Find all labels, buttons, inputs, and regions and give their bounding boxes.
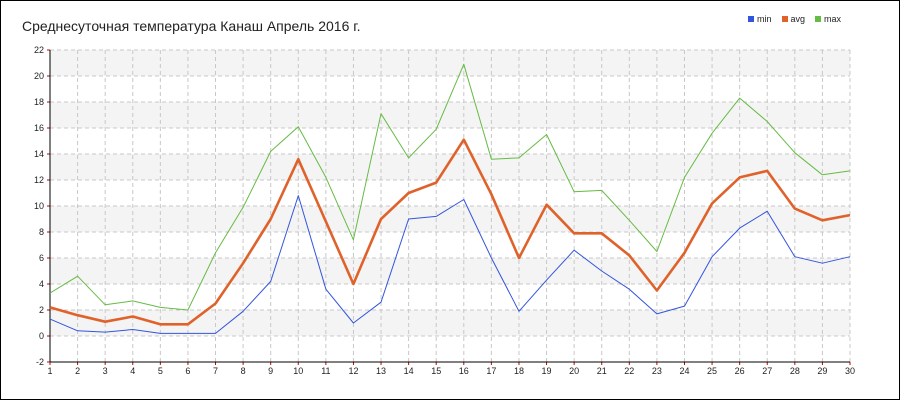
x-tick-label: 28 xyxy=(790,366,800,376)
x-tick-label: 22 xyxy=(624,366,634,376)
grid-band xyxy=(50,206,850,232)
y-tick-label: 20 xyxy=(34,71,44,81)
y-tick-label: 0 xyxy=(39,331,44,341)
legend-label-max: max xyxy=(824,14,842,24)
x-tick-label: 26 xyxy=(735,366,745,376)
x-tick-label: 9 xyxy=(268,366,273,376)
x-tick-label: 4 xyxy=(130,366,135,376)
y-tick-label: -2 xyxy=(36,357,44,367)
x-tick-label: 3 xyxy=(103,366,108,376)
grid-band xyxy=(50,258,850,284)
x-tick-label: 8 xyxy=(241,366,246,376)
y-tick-label: 18 xyxy=(34,97,44,107)
x-tick-label: 10 xyxy=(293,366,303,376)
x-tick-label: 20 xyxy=(569,366,579,376)
x-tick-label: 14 xyxy=(404,366,414,376)
chart-legend: min avg max xyxy=(748,14,841,24)
x-tick-label: 25 xyxy=(707,366,717,376)
legend-item-min: min xyxy=(748,14,772,24)
x-tick-label: 19 xyxy=(542,366,552,376)
series-line-max xyxy=(49,63,851,311)
y-tick-label: 16 xyxy=(34,123,44,133)
x-tick-label: 7 xyxy=(213,366,218,376)
y-tick-label: 6 xyxy=(39,253,44,263)
x-tick-label: 12 xyxy=(348,366,358,376)
x-tick-label: 23 xyxy=(652,366,662,376)
x-tick-label: 16 xyxy=(459,366,469,376)
y-tick-label: 4 xyxy=(39,279,44,289)
y-tick-label: 14 xyxy=(34,149,44,159)
legend-label-avg: avg xyxy=(790,14,806,24)
x-tick-label: 11 xyxy=(321,366,330,376)
x-tick-label: 27 xyxy=(762,366,772,376)
x-tick-label: 29 xyxy=(817,366,827,376)
x-tick-label: 17 xyxy=(486,366,496,376)
y-tick-label: 22 xyxy=(34,45,44,55)
series-line-min xyxy=(49,195,851,334)
x-tick-label: 15 xyxy=(431,366,441,376)
x-tick-label: 21 xyxy=(597,366,607,376)
legend-item-avg: avg xyxy=(781,14,806,24)
legend-swatch-avg xyxy=(781,16,788,22)
x-tick-label: 6 xyxy=(185,366,190,376)
legend-swatch-min xyxy=(748,16,754,22)
y-tick-label: 8 xyxy=(39,227,44,237)
y-tick-label: 2 xyxy=(39,305,44,315)
series-line-avg xyxy=(49,138,851,326)
x-tick-label: 2 xyxy=(75,366,80,376)
x-tick-label: 1 xyxy=(47,366,52,376)
x-tick-label: 30 xyxy=(845,366,855,376)
x-tick-label: 24 xyxy=(679,366,689,376)
y-tick-label: 10 xyxy=(34,201,44,211)
grid-band xyxy=(50,102,850,128)
x-tick-label: 13 xyxy=(376,366,386,376)
x-tick-label: 5 xyxy=(158,366,163,376)
chart-title: Среднесуточная температура Канаш Апрель … xyxy=(22,18,361,34)
y-tick-label: 12 xyxy=(34,175,44,185)
legend-swatch-max xyxy=(815,16,822,22)
legend-label-min: min xyxy=(757,14,772,24)
grid-band xyxy=(50,154,850,180)
legend-item-max: max xyxy=(815,14,841,24)
grid-band xyxy=(50,50,850,76)
x-tick-label: 18 xyxy=(514,366,524,376)
